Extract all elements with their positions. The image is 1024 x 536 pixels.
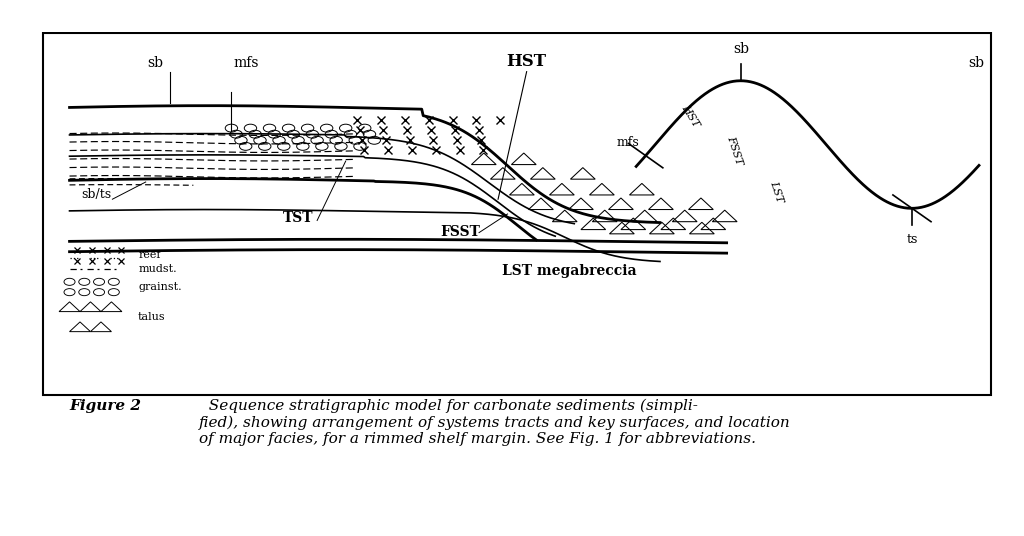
Text: Figure 2: Figure 2 <box>70 399 141 413</box>
Text: HST: HST <box>507 53 547 70</box>
Text: sb: sb <box>968 56 984 70</box>
Text: talus: talus <box>138 312 166 322</box>
Text: mfs: mfs <box>616 136 639 149</box>
Text: sb: sb <box>147 56 163 70</box>
Text: Sequence stratigraphic model for carbonate sediments (simpli-
fied), showing arr: Sequence stratigraphic model for carbona… <box>199 399 791 446</box>
Text: HST: HST <box>680 103 701 129</box>
Text: mudst.: mudst. <box>138 264 177 274</box>
Text: reef: reef <box>138 250 161 260</box>
Text: ts: ts <box>906 233 918 245</box>
Text: LST megabreccia: LST megabreccia <box>502 264 637 278</box>
Text: TST: TST <box>283 211 313 225</box>
FancyBboxPatch shape <box>43 33 991 396</box>
Text: sb: sb <box>733 42 749 56</box>
Text: sb/ts: sb/ts <box>81 188 112 201</box>
Text: FSST: FSST <box>440 225 480 239</box>
Text: LST: LST <box>768 179 784 204</box>
Text: mfs: mfs <box>232 56 258 70</box>
Text: FSST: FSST <box>725 135 743 167</box>
Text: grainst.: grainst. <box>138 282 181 292</box>
